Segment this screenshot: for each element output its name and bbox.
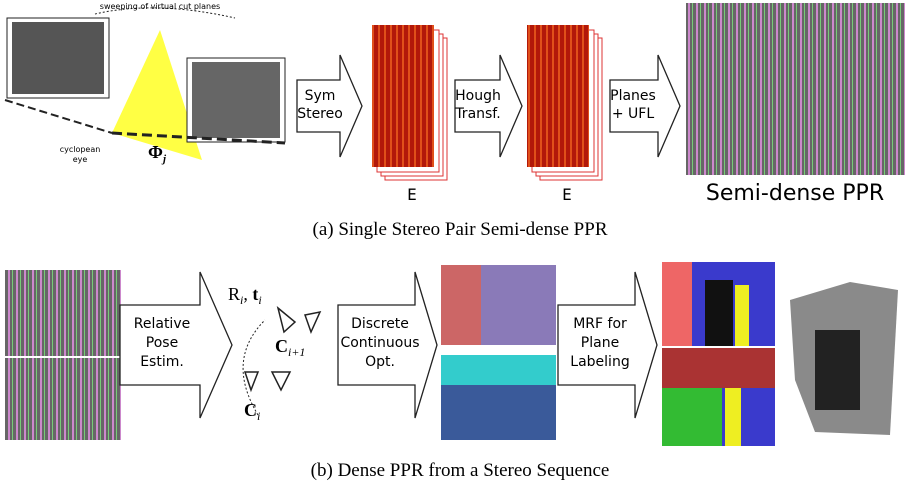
cam-symbol: C xyxy=(244,400,257,420)
arrow-label: MRF for xyxy=(573,316,627,332)
pose-part: , xyxy=(243,284,252,304)
arrow-label: Transf. xyxy=(454,106,500,122)
left-image xyxy=(12,22,104,94)
arrow-label: Plane xyxy=(581,335,619,351)
pose-label: Ri, ti xyxy=(228,284,262,307)
pose-part: R xyxy=(228,284,240,304)
result-label: Semi-dense PPR xyxy=(706,181,884,206)
caption: (b) Dense PPR from a Stereo Sequence xyxy=(311,460,610,481)
point-cloud-door xyxy=(815,330,860,410)
figure: sweeping of virtual cut planes cyclopean… xyxy=(0,0,911,493)
arrow-label: Opt. xyxy=(365,354,395,370)
arrow-label: Discrete xyxy=(351,316,409,332)
arrow-label: Estim. xyxy=(140,354,184,370)
camera xyxy=(278,308,295,332)
arrow-label: Hough xyxy=(455,88,501,104)
arrow-label: Relative xyxy=(134,316,190,332)
arrow-label: Sym xyxy=(305,88,336,104)
cam-sub: i xyxy=(257,409,260,423)
image-region xyxy=(662,388,722,446)
eye-label: eye xyxy=(73,155,88,164)
volume xyxy=(372,25,447,180)
arrow-label: Continuous xyxy=(340,335,419,351)
camera xyxy=(272,372,290,390)
arrow-label: + UFL xyxy=(612,106,654,122)
result-image xyxy=(686,3,905,175)
pose-part: i xyxy=(258,293,261,307)
arrow-label: Pose xyxy=(146,335,178,351)
image-region xyxy=(662,348,775,388)
caption: (a) Single Stereo Pair Semi-dense PPR xyxy=(313,219,608,240)
arrow-label: Labeling xyxy=(570,354,629,370)
image-region xyxy=(735,285,749,346)
cam-label: Ci xyxy=(244,400,260,423)
arrow-label: Stereo xyxy=(297,106,343,122)
eye-label: cyclopean xyxy=(60,145,101,154)
image-region xyxy=(725,388,741,446)
right-image xyxy=(192,62,280,138)
image-region xyxy=(662,262,692,346)
camera xyxy=(305,312,320,332)
image-region xyxy=(441,265,481,345)
input-image xyxy=(5,358,121,440)
cam-next-label: Ci+1 xyxy=(275,336,305,359)
input-image xyxy=(5,270,121,356)
image-region xyxy=(441,355,556,385)
volume-label: E xyxy=(407,185,417,204)
volume xyxy=(527,25,602,180)
camera xyxy=(245,372,258,390)
cam-sub: i+1 xyxy=(288,345,305,359)
phi-symbol: Φ xyxy=(148,142,163,162)
image-region xyxy=(705,280,733,346)
ray xyxy=(5,100,112,133)
volume-label: E xyxy=(562,185,572,204)
sweep-label: sweeping of virtual cut planes xyxy=(100,2,220,11)
cam-symbol: C xyxy=(275,336,288,356)
arrow-label: Planes xyxy=(610,88,656,104)
